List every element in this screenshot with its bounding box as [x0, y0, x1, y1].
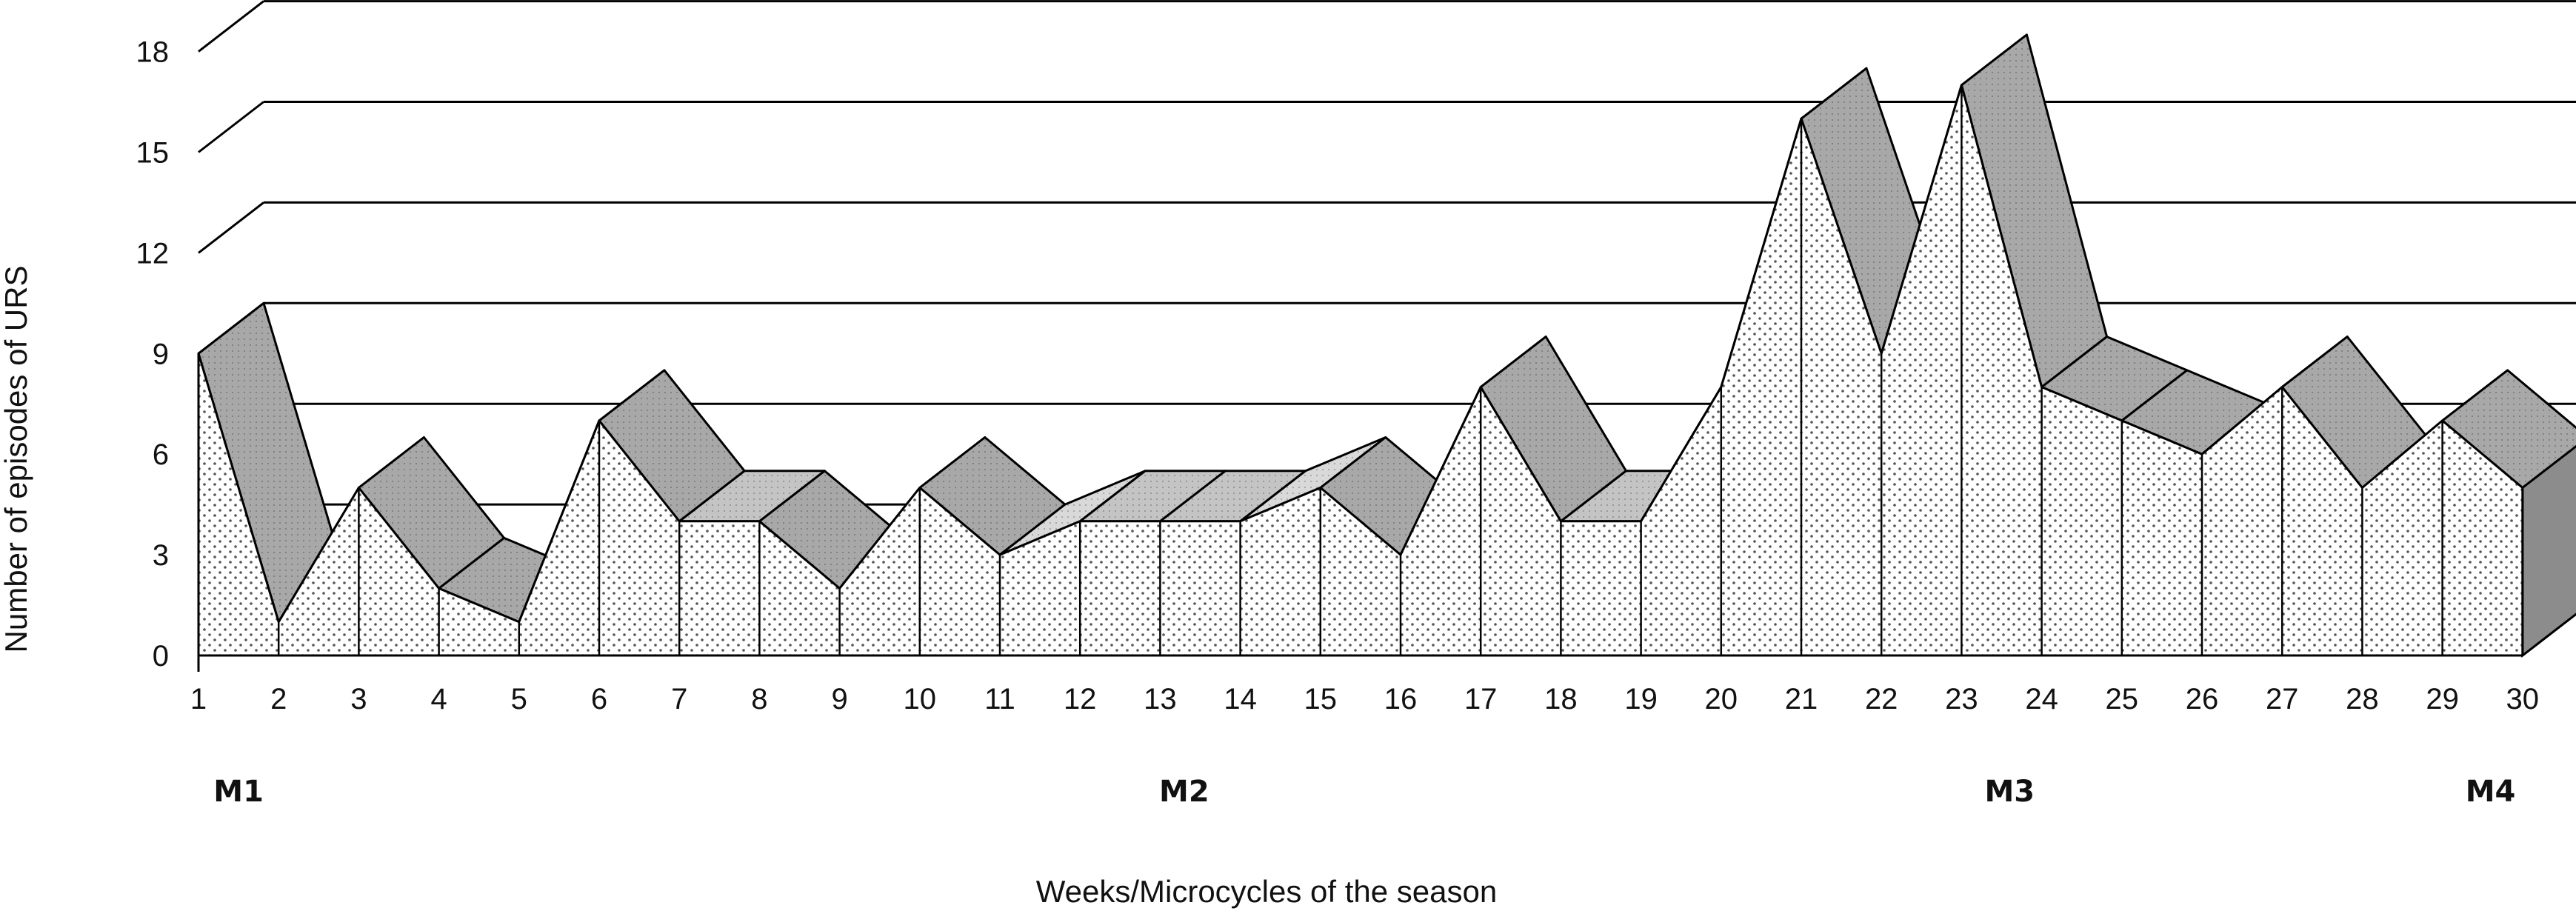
label-layer: Weeks/Microcycles of the season Number o…	[0, 266, 2539, 909]
x-tick-label: 12	[1064, 683, 1097, 715]
y-tick-label: 12	[136, 237, 170, 270]
gridline-connector	[198, 0, 264, 53]
y-axis-title: Number of episodes of URS	[0, 266, 33, 653]
x-tick-label: 17	[1464, 683, 1498, 715]
x-tick-label: 26	[2186, 683, 2219, 715]
x-tick-label: 22	[1865, 683, 1898, 715]
gridline-connector	[198, 201, 264, 254]
x-tick-label: 24	[2025, 683, 2058, 715]
x-tick-label: 18	[1544, 683, 1578, 715]
x-tick-label: 29	[2426, 683, 2459, 715]
x-tick-label: 6	[591, 683, 607, 715]
x-tick-label: 19	[1624, 683, 1658, 715]
x-tick-label: 14	[1224, 683, 1257, 715]
phase-label: M4	[2466, 775, 2516, 809]
phase-label: M2	[1159, 775, 1209, 809]
x-tick-label: 7	[671, 683, 687, 715]
y-tick-label: 18	[136, 36, 170, 69]
y-tick-label: 15	[136, 137, 170, 170]
x-tick-label: 30	[2506, 683, 2540, 715]
ribbon-front-layer	[197, 84, 2524, 657]
x-tick-label: 5	[511, 683, 527, 715]
y-tick-label: 6	[153, 438, 169, 471]
x-tick-label: 9	[831, 683, 847, 715]
x-tick-label: 28	[2346, 683, 2379, 715]
x-tick-label: 4	[430, 683, 447, 715]
x-tick-label: 2	[270, 683, 287, 715]
x-tick-label: 10	[904, 683, 937, 715]
x-tick-label: 23	[1945, 683, 1978, 715]
x-tick-label: 1	[190, 683, 207, 715]
y-tick-label: 9	[153, 338, 169, 370]
phase-label: M1	[213, 775, 264, 809]
x-tick-label: 27	[2266, 683, 2299, 715]
x-axis-title: Weeks/Microcycles of the season	[1036, 874, 1497, 909]
x-tick-label: 11	[984, 683, 1015, 715]
gridline-connector	[198, 101, 264, 153]
x-tick-label: 25	[2106, 683, 2139, 715]
x-tick-label: 13	[1144, 683, 1177, 715]
x-tick-label: 8	[751, 683, 767, 715]
x-tick-label: 21	[1785, 683, 1818, 715]
y-tick-label: 3	[153, 539, 169, 572]
phase-label: M3	[1984, 775, 2035, 809]
x-tick-label: 3	[350, 683, 367, 715]
x-tick-label: 15	[1304, 683, 1338, 715]
y-tick-label: 0	[153, 640, 169, 673]
x-tick-label: 16	[1384, 683, 1418, 715]
x-tick-label: 20	[1705, 683, 1738, 715]
